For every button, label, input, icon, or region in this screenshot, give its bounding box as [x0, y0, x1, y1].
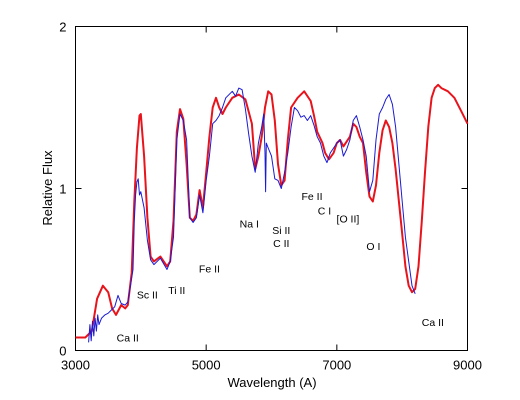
- observed-spectrum-line: [88, 87, 416, 343]
- plot-area: Ca II Sc II Ti II Fe II Na I Si IIC II Fe II C …: [75, 26, 469, 351]
- y-tick-label: 1: [59, 182, 66, 197]
- x-tick-label: 9000: [453, 358, 482, 373]
- line-annotation: [O II]: [337, 214, 360, 226]
- x-tick-label: 5000: [192, 358, 221, 373]
- line-annotation: Ti II: [168, 285, 185, 297]
- axis-ticks: [75, 26, 468, 351]
- y-axis-label: Relative Flux: [40, 150, 55, 226]
- line-annotation: Si II: [272, 225, 290, 237]
- line-annotation: Fe II: [199, 264, 220, 276]
- line-annotation: Ca II: [422, 317, 444, 329]
- tick-labels: 3000 5000 7000 9000 0 1 2: [59, 20, 482, 373]
- line-annotation: O I: [366, 241, 380, 253]
- line-annotation: Ca II: [117, 333, 139, 345]
- line-annotation: C II: [273, 238, 289, 250]
- model-spectrum-line: [75, 83, 469, 339]
- line-annotation: Sc II: [137, 290, 158, 302]
- series-lines: [75, 83, 469, 343]
- line-annotations: Ca II Sc II Ti II Fe II Na I Si IIC II Fe II C …: [117, 191, 444, 345]
- line-annotation: Fe II: [301, 191, 322, 203]
- y-tick-label: 0: [59, 344, 66, 359]
- line-annotation: C I: [318, 205, 331, 217]
- x-tick-label: 7000: [322, 358, 351, 373]
- x-axis-label: Wavelength (A): [227, 375, 316, 390]
- x-tick-label: 3000: [61, 358, 90, 373]
- y-tick-label: 2: [59, 20, 66, 35]
- line-annotation: Na I: [240, 218, 259, 230]
